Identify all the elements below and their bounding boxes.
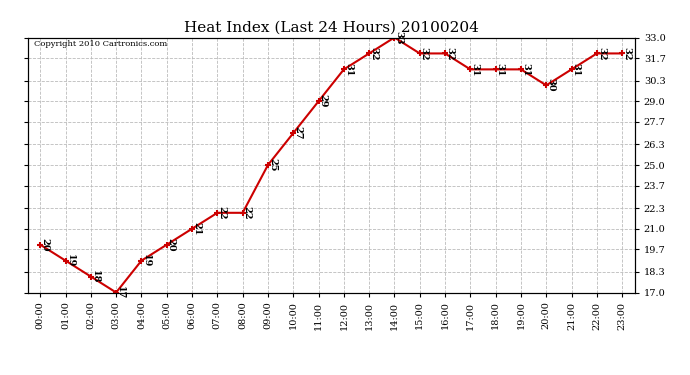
Text: 25: 25 [268, 158, 277, 172]
Text: 17: 17 [116, 286, 125, 299]
Text: 29: 29 [319, 94, 328, 108]
Text: 31: 31 [495, 63, 504, 76]
Text: 18: 18 [91, 270, 100, 283]
Text: 31: 31 [571, 63, 580, 76]
Text: 27: 27 [293, 126, 302, 140]
Text: 20: 20 [167, 238, 176, 252]
Text: 22: 22 [217, 206, 226, 220]
Text: 19: 19 [141, 254, 150, 267]
Text: 31: 31 [344, 63, 353, 76]
Text: 31: 31 [471, 63, 480, 76]
Title: Heat Index (Last 24 Hours) 20100204: Heat Index (Last 24 Hours) 20100204 [184, 21, 479, 35]
Text: 32: 32 [420, 47, 428, 60]
Text: 32: 32 [622, 47, 631, 60]
Text: 32: 32 [445, 47, 454, 60]
Text: 33: 33 [395, 31, 404, 44]
Text: Copyright 2010 Cartronics.com: Copyright 2010 Cartronics.com [34, 40, 167, 48]
Text: 30: 30 [546, 78, 555, 92]
Text: 22: 22 [243, 206, 252, 220]
Text: 32: 32 [597, 47, 606, 60]
Text: 21: 21 [192, 222, 201, 236]
Text: 20: 20 [40, 238, 49, 252]
Text: 32: 32 [369, 47, 378, 60]
Text: 19: 19 [66, 254, 75, 267]
Text: 31: 31 [521, 63, 530, 76]
